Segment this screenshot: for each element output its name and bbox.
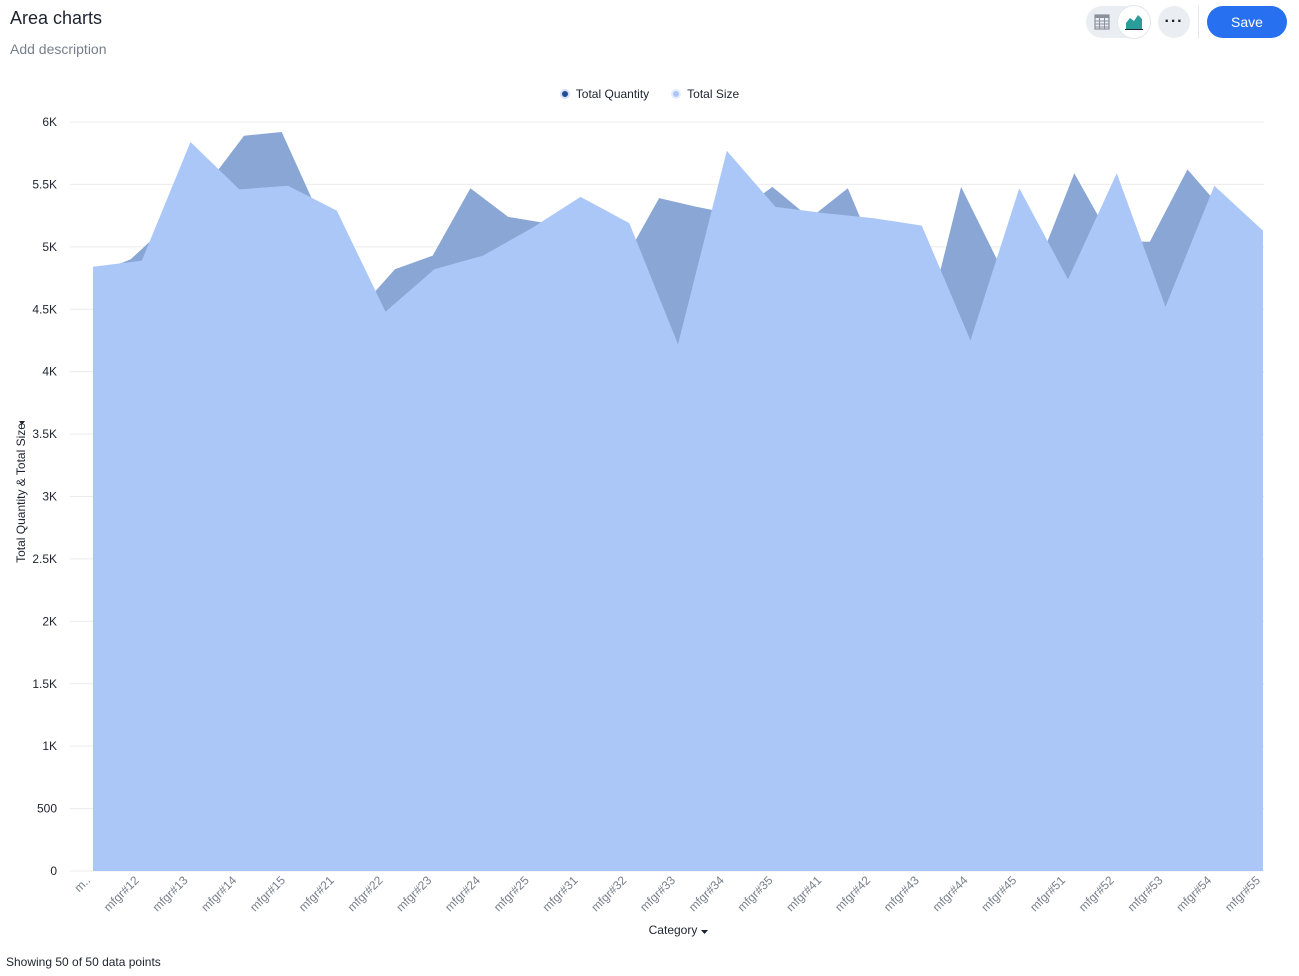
y-tick-label: 1.5K xyxy=(32,677,57,691)
x-tick-label: mfgr#21 xyxy=(296,873,337,914)
legend-label: Total Quantity xyxy=(575,87,650,101)
y-tick-label: 5.5K xyxy=(32,177,57,191)
x-tick-label: mfgr#55 xyxy=(1222,873,1263,914)
legend-label: Total Size xyxy=(687,87,740,101)
toolbar-divider xyxy=(1198,6,1199,38)
x-tick-label: mfgr#14 xyxy=(198,873,239,914)
x-tick-label: mfgr#22 xyxy=(345,873,386,914)
y-axis-ticks: 0 500 1K 1.5K 2K 2.5K 3K 3.5K 4K 4.5K 5K 5.5K 6K xyxy=(32,115,57,878)
x-tick-label: mfgr#23 xyxy=(393,873,434,914)
x-tick-label: mfgr#34 xyxy=(686,873,727,914)
x-tick-label: mfgr#24 xyxy=(442,873,483,914)
y-tick-label: 4K xyxy=(42,365,57,379)
x-tick-label: mfgr#51 xyxy=(1027,873,1068,914)
y-axis-caret-icon[interactable] xyxy=(19,421,25,425)
page-title: Area charts xyxy=(10,8,103,28)
y-tick-label: 2K xyxy=(42,614,57,628)
x-axis-label[interactable]: Category xyxy=(649,923,698,937)
x-axis-caret-icon[interactable] xyxy=(701,930,708,934)
x-tick-label: mfgr#44 xyxy=(930,873,971,914)
data-points-status: Showing 50 of 50 data points xyxy=(6,955,161,969)
y-tick-label: 3K xyxy=(42,490,57,504)
legend-dot-icon xyxy=(671,89,682,99)
x-tick-label: mfgr#15 xyxy=(247,873,288,914)
x-tick-label: mfgr#52 xyxy=(1076,873,1117,914)
legend-item-total-quantity[interactable]: Total Quantity xyxy=(559,87,650,101)
y-tick-label: 5K xyxy=(42,240,57,254)
legend-dot-icon xyxy=(559,89,570,99)
y-tick-label: 4.5K xyxy=(32,302,57,316)
x-tick-label: mfgr#32 xyxy=(588,873,629,914)
x-tick-label: mfgr#35 xyxy=(735,873,776,914)
y-tick-label: 3.5K xyxy=(32,427,57,441)
more-options-button[interactable]: ··· xyxy=(1158,6,1190,38)
x-tick-label: mfgr#25 xyxy=(491,873,532,914)
x-tick-label: mfgr#41 xyxy=(783,873,824,914)
legend-item-total-size[interactable]: Total Size xyxy=(671,87,739,101)
view-toggle[interactable] xyxy=(1086,6,1150,38)
y-tick-label: 0 xyxy=(50,864,57,878)
x-tick-label: m.. xyxy=(71,873,93,895)
chart-legend: Total Quantity Total Size xyxy=(0,87,1299,101)
table-icon xyxy=(1094,14,1110,30)
x-tick-label: mfgr#33 xyxy=(637,873,678,914)
area-series-total-size[interactable] xyxy=(93,142,1263,871)
chart-view-button[interactable] xyxy=(1118,6,1150,38)
x-tick-label: mfgr#42 xyxy=(832,873,873,914)
x-tick-label: mfgr#43 xyxy=(881,873,922,914)
y-tick-label: 500 xyxy=(37,802,57,816)
x-tick-label: mfgr#53 xyxy=(1125,873,1166,914)
x-tick-label: mfgr#12 xyxy=(101,873,142,914)
x-tick-label: mfgr#45 xyxy=(978,873,1019,914)
area-chart-icon xyxy=(1125,15,1143,30)
chart-areas xyxy=(93,132,1263,871)
add-description-link[interactable]: Add description xyxy=(10,41,107,57)
y-tick-label: 1K xyxy=(42,739,57,753)
table-view-button[interactable] xyxy=(1086,6,1118,38)
x-axis-ticks: m.. mfgr#12 mfgr#13 mfgr#14 mfgr#15 mfgr#21 mf… xyxy=(71,873,1263,914)
save-button[interactable]: Save xyxy=(1207,6,1287,38)
y-tick-label: 2.5K xyxy=(32,552,57,566)
x-tick-label: mfgr#13 xyxy=(150,873,191,914)
x-tick-label: mfgr#54 xyxy=(1173,873,1214,914)
x-tick-label: mfgr#31 xyxy=(540,873,581,914)
y-tick-label: 6K xyxy=(42,115,57,129)
y-axis-label[interactable]: Total Quantity & Total Size xyxy=(14,423,28,563)
